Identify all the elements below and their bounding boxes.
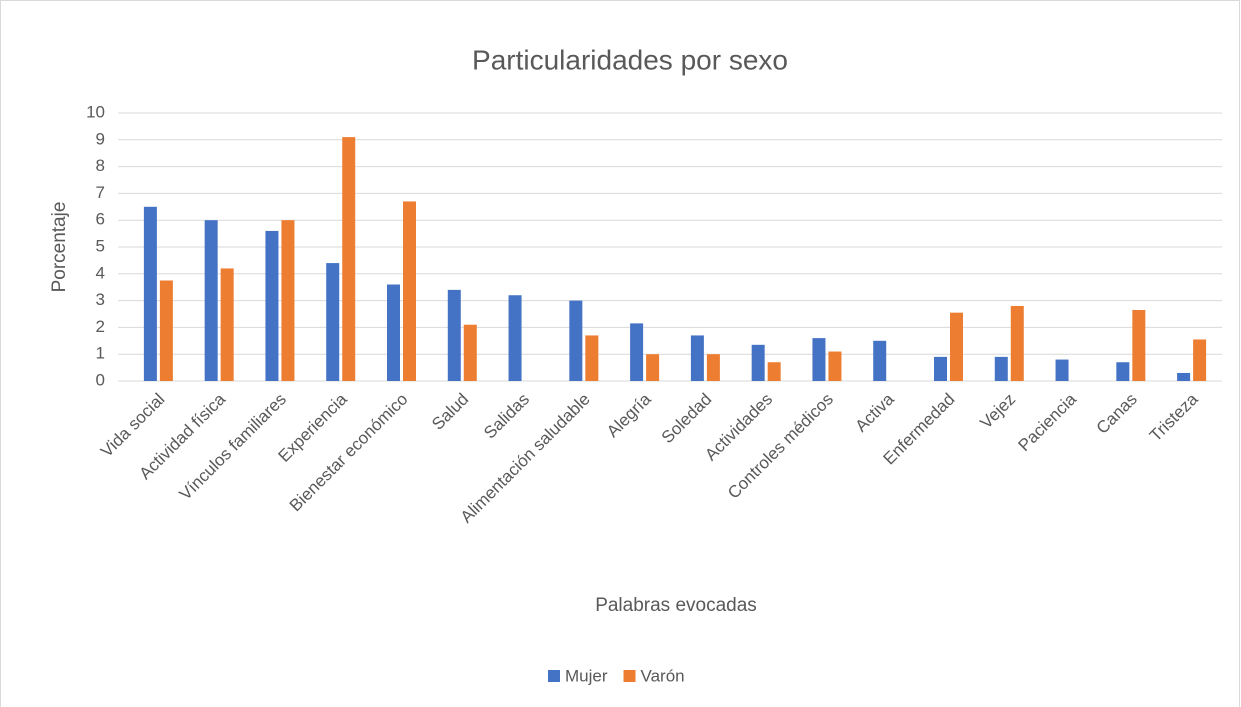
bar [751,344,765,381]
bar [1010,305,1024,381]
bar [281,220,295,381]
y-tick-label: 0 [96,370,105,389]
bar [706,354,720,381]
y-tick-label: 6 [96,210,105,229]
y-tick-label: 9 [96,129,105,148]
bar [1116,362,1130,381]
x-axis-title: Palabras evocadas [595,595,757,616]
bar [1177,372,1191,381]
y-tick-label: 10 [86,102,105,121]
bar [159,280,173,381]
chart-title: Particularidades por sexo [472,44,788,75]
bar [143,206,157,381]
bar [387,284,400,381]
bar [828,351,842,381]
bar [326,263,340,381]
bar [1132,309,1146,381]
bar [950,312,963,381]
legend-swatch [548,670,560,682]
y-tick-label: 5 [96,236,105,255]
bar [1193,339,1207,381]
bar [220,268,234,381]
legend-label: Varón [641,666,685,685]
bar [447,289,461,381]
bar [204,220,218,381]
bar [403,201,416,381]
y-tick-label: 7 [96,183,105,202]
bar [508,295,522,381]
bar [934,356,947,381]
y-tick-label: 8 [96,156,105,175]
bar [463,324,477,381]
bar [812,338,826,381]
bar [630,323,644,381]
y-tick-label: 3 [96,290,105,309]
bar [569,300,583,381]
bar [690,335,704,381]
bar [585,335,599,381]
legend-swatch [623,670,636,682]
bar [342,137,356,381]
bar [994,356,1008,381]
legend-label: Mujer [565,666,608,685]
bar [1055,359,1069,381]
y-tick-label: 2 [96,317,105,336]
y-tick-label: 4 [96,263,105,282]
y-tick-label: 1 [96,344,105,363]
y-axis-title: Porcentaje [49,202,70,293]
bar [873,340,887,381]
bar [265,230,279,381]
bar [767,362,781,381]
bar [646,354,660,381]
